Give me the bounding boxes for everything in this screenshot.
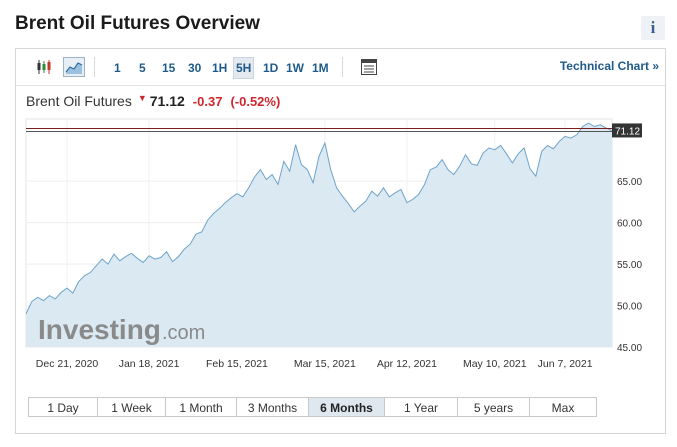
x-tick-label: Feb 15, 2021: [206, 358, 268, 370]
data-table-icon[interactable]: [360, 58, 378, 76]
info-icon[interactable]: i: [641, 16, 665, 40]
page-title: Brent Oil Futures Overview: [15, 13, 260, 34]
x-tick-label: Apr 12, 2021: [377, 358, 437, 370]
x-tick-label: Mar 15, 2021: [294, 358, 356, 370]
price-area: [26, 123, 612, 347]
range-1-month[interactable]: 1 Month: [165, 397, 237, 417]
range-1-week[interactable]: 1 Week: [97, 397, 166, 417]
price-line: [25, 122, 613, 315]
x-tick-label: Jun 7, 2021: [538, 358, 593, 370]
range-6-months[interactable]: 6 Months: [308, 397, 385, 417]
range-5-years[interactable]: 5 years: [457, 397, 530, 417]
range-max[interactable]: Max: [529, 397, 597, 417]
x-tick-label: Dec 21, 2020: [36, 358, 99, 370]
watermark-suffix: .com: [162, 322, 205, 344]
interval-1w[interactable]: 1W: [286, 61, 304, 75]
price-change: -0.37: [192, 94, 223, 109]
area-chart-icon[interactable]: [63, 57, 85, 77]
interval-1h[interactable]: 1H: [212, 61, 228, 75]
range-1-year[interactable]: 1 Year: [384, 397, 458, 417]
interval-5h[interactable]: 5H: [233, 57, 255, 79]
toolbar-separator: [342, 57, 343, 77]
range-3-months[interactable]: 3 Months: [236, 397, 309, 417]
price-chart[interactable]: 45.00 50.00 55.00 60.00 65.00 Dec 21, 2020 Ja…: [16, 49, 665, 385]
toolbar-separator: [94, 57, 95, 77]
x-tick-label: Jan 18, 2021: [119, 358, 180, 370]
last-price-tag: [612, 123, 642, 138]
technical-chart-link[interactable]: Technical Chart »: [559, 59, 659, 73]
watermark-brand: Investing: [38, 314, 161, 345]
price-change-percent: (-0.52%): [230, 94, 281, 109]
y-tick-label: 55.00: [617, 260, 642, 271]
range-1-day[interactable]: 1 Day: [28, 397, 98, 417]
y-tick-label: 45.00: [617, 343, 642, 354]
chart-widget: 1 5 15 30 1H 5H 1D 1W 1M Technical Chart…: [15, 48, 666, 434]
y-tick-label: 60.00: [617, 219, 642, 230]
last-price: 71.12: [149, 93, 185, 109]
interval-1d[interactable]: 1D: [263, 61, 279, 75]
quote-header: Brent Oil Futures ▼ 71.12 -0.37 (-0.52%): [26, 93, 280, 109]
y-tick-label: 65.00: [617, 177, 642, 188]
interval-5[interactable]: 5: [139, 61, 146, 75]
interval-1[interactable]: 1: [114, 61, 121, 75]
candlestick-icon[interactable]: [35, 58, 53, 76]
interval-1m[interactable]: 1M: [312, 61, 329, 75]
interval-15[interactable]: 15: [162, 61, 176, 75]
interval-30[interactable]: 30: [188, 61, 202, 75]
x-tick-label: May 10, 2021: [463, 358, 527, 370]
chart-toolbar: 1 5 15 30 1H 5H 1D 1W 1M Technical Chart…: [16, 49, 665, 86]
last-price-label: 71.12: [615, 126, 640, 137]
y-tick-label: 50.00: [617, 302, 642, 313]
down-arrow-icon: ▼: [137, 93, 147, 103]
instrument-name: Brent Oil Futures: [26, 93, 132, 109]
